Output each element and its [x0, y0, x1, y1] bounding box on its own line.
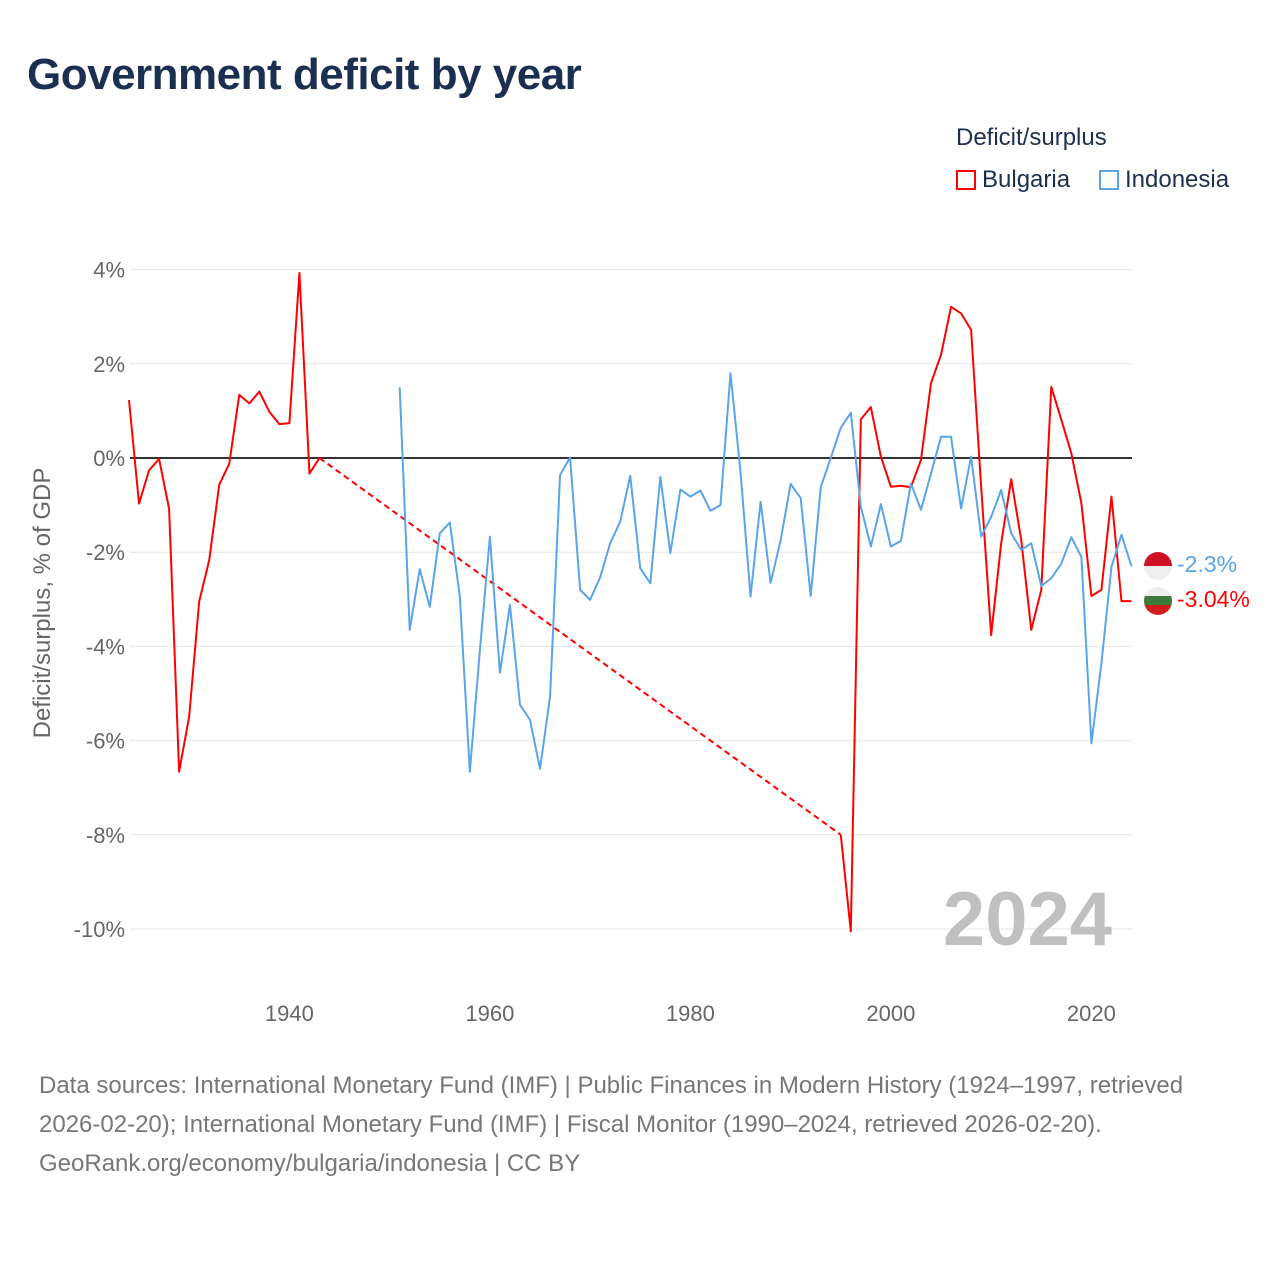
footer: Data sources: International Monetary Fun…: [39, 1066, 1239, 1183]
flag-indonesia-icon: [1144, 552, 1172, 580]
legend-swatch-bulgaria: [956, 170, 976, 190]
x-tick-label: 2000: [866, 1001, 915, 1026]
x-tick-label: 1940: [265, 1001, 314, 1026]
y-axis-label: Deficit/surplus, % of GDP: [29, 468, 56, 739]
flag-bulgaria-icon: [1144, 587, 1172, 615]
chart-title: Government deficit by year: [27, 50, 582, 99]
legend-item-bulgaria[interactable]: Bulgaria: [956, 166, 1070, 194]
y-tick-label: 2%: [93, 352, 125, 377]
legend-label-indonesia: Indonesia: [1125, 166, 1230, 193]
y-tick-label: -2%: [86, 540, 125, 565]
legend-swatch-indonesia: [1099, 170, 1119, 190]
x-tick-label: 1980: [666, 1001, 715, 1026]
x-tick-label: 2020: [1067, 1001, 1116, 1026]
data-sources: Data sources: International Monetary Fun…: [39, 1072, 1184, 1138]
y-tick-label: -4%: [86, 634, 125, 659]
legend-title: Deficit/surplus: [956, 124, 1107, 151]
line-indonesia: [398, 372, 1133, 773]
gap-connector-bulgaria: [318, 457, 842, 836]
y-tick-label: -8%: [86, 823, 125, 848]
y-tick-label: 0%: [93, 446, 125, 471]
y-tick-label: 4%: [93, 258, 125, 283]
credit-link[interactable]: GeoRank.org/economy/bulgaria/indonesia |…: [39, 1150, 581, 1177]
year-watermark: 2024: [943, 877, 1112, 962]
legend-item-indonesia[interactable]: Indonesia: [1099, 166, 1229, 194]
series-indonesia: [398, 372, 1133, 773]
line-bulgaria: [839, 305, 1132, 933]
end-label-bulgaria: -3.04%: [1177, 586, 1250, 612]
legend-label-bulgaria: Bulgaria: [982, 166, 1071, 193]
line-bulgaria: [128, 271, 321, 773]
line-chart: 4% 2% 0% -2% -4% -6% -8% -10% 1940 1960 1980 2000 20…: [29, 258, 1250, 1026]
y-tick-label: -10%: [74, 917, 125, 942]
x-tick-label: 1960: [465, 1001, 514, 1026]
series-bulgaria: [128, 271, 1132, 933]
end-label-indonesia: -2.3%: [1177, 551, 1237, 577]
y-tick-label: -6%: [86, 729, 125, 754]
